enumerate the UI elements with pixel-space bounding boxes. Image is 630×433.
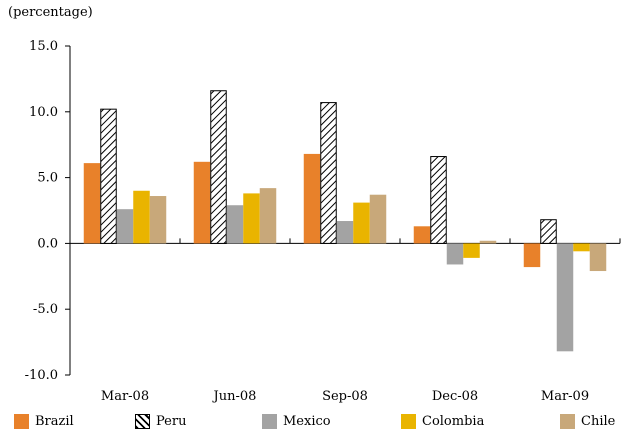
legend-swatch — [401, 413, 416, 429]
x-tick-label: Mar-08 — [101, 389, 149, 404]
legend-item-chile: Chile — [560, 411, 615, 431]
bar-peru-jun-08 — [210, 90, 227, 244]
legend-label: Chile — [581, 413, 616, 429]
legend-swatch — [262, 413, 277, 429]
bar-colombia-mar-09 — [573, 243, 590, 252]
y-axis-label: (percentage) — [8, 5, 93, 20]
legend-label: Colombia — [422, 413, 485, 429]
legend: Brazil Peru Mexico Colombia Chile — [0, 411, 630, 431]
bar-mexico-sep-08 — [336, 221, 354, 244]
legend-label: Brazil — [35, 413, 74, 429]
bar-brazil-mar-08 — [83, 163, 101, 244]
bar-brazil-mar-09 — [523, 243, 541, 268]
bar-chile-jun-08 — [259, 188, 277, 244]
legend-label: Mexico — [283, 413, 331, 429]
legend-item-colombia: Colombia — [401, 411, 484, 431]
bar-peru-mar-09 — [540, 219, 557, 244]
bar-chile-sep-08 — [369, 194, 387, 244]
bar-peru-mar-08 — [100, 108, 117, 244]
bar-brazil-dec-08 — [413, 226, 431, 244]
x-tick-label: Sep-08 — [322, 389, 368, 404]
bar-mexico-mar-09 — [556, 243, 574, 352]
legend-swatch — [135, 413, 150, 429]
bar-colombia-mar-08 — [133, 190, 150, 244]
x-tick-label: Mar-09 — [541, 389, 589, 404]
legend-item-brazil: Brazil — [14, 411, 74, 431]
bars — [83, 90, 607, 352]
bar-chile-mar-08 — [149, 196, 167, 244]
y-tick-label: 0.0 — [37, 236, 58, 251]
y-tick-label: -5.0 — [33, 302, 58, 317]
bar-chart: 15.0 10.0 5.0 0.0 -5.0 -10.0 Mar-08 Jun-08 Sep-0… — [25, 39, 621, 404]
bar-colombia-sep-08 — [353, 202, 370, 244]
bar-peru-dec-08 — [430, 156, 447, 244]
legend-item-mexico: Mexico — [262, 411, 331, 431]
legend-swatch — [560, 413, 575, 429]
legend-label: Peru — [156, 413, 187, 429]
bar-colombia-jun-08 — [243, 193, 260, 244]
y-tick-label: -10.0 — [25, 368, 58, 383]
bar-chile-dec-08 — [479, 240, 497, 244]
x-tick-label: Jun-08 — [212, 389, 257, 404]
y-tick-label: 10.0 — [29, 105, 58, 120]
bar-mexico-mar-08 — [116, 209, 134, 244]
bar-peru-sep-08 — [320, 102, 337, 244]
bar-brazil-jun-08 — [193, 161, 211, 244]
bar-brazil-sep-08 — [303, 153, 321, 244]
x-tick-label: Dec-08 — [432, 389, 478, 404]
tick-labels: 15.0 10.0 5.0 0.0 -5.0 -10.0 Mar-08 Jun-08 Sep-0… — [25, 39, 589, 404]
bar-mexico-jun-08 — [226, 205, 244, 244]
legend-item-peru: Peru — [135, 411, 186, 431]
bar-mexico-dec-08 — [446, 243, 464, 265]
bar-chile-mar-09 — [589, 243, 607, 272]
y-tick-label: 5.0 — [37, 171, 58, 186]
y-tick-label: 15.0 — [29, 39, 58, 54]
bar-colombia-dec-08 — [463, 243, 480, 258]
legend-swatch — [14, 413, 29, 429]
